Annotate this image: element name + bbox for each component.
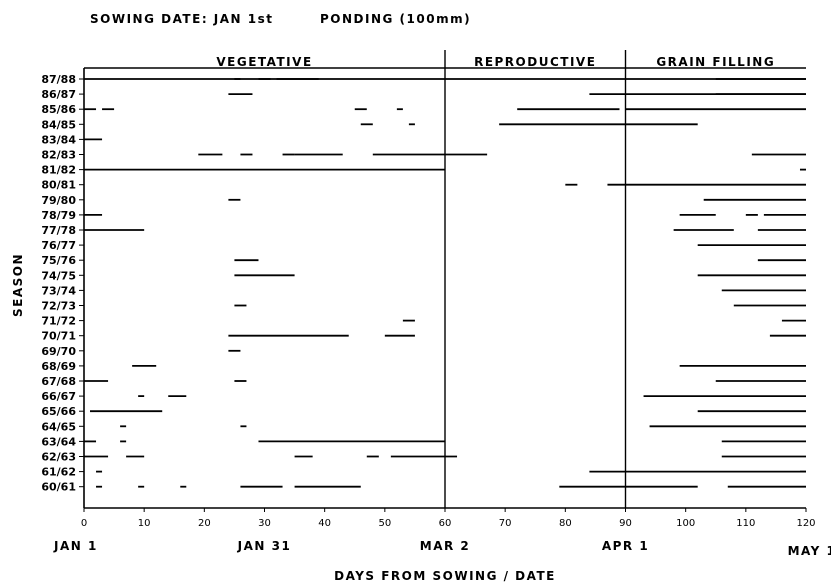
- y-tick-label: 77/78: [41, 224, 76, 237]
- x-tick-label: 100: [676, 518, 695, 529]
- y-tick-label: 70/71: [41, 330, 76, 343]
- x-tick-label: 40: [318, 518, 331, 529]
- x-tick-label: 20: [198, 518, 211, 529]
- x-tick-label: 10: [138, 518, 151, 529]
- date-label: JAN 31: [237, 539, 292, 553]
- y-tick-label: 67/68: [41, 375, 76, 388]
- x-tick-label: 60: [439, 518, 452, 529]
- y-tick-label: 86/87: [41, 88, 76, 101]
- y-tick-label: 72/73: [41, 300, 76, 313]
- y-tick-label: 65/66: [41, 405, 76, 418]
- x-tick-label: 0: [81, 518, 87, 529]
- y-tick-label: 83/84: [41, 133, 76, 146]
- date-label: APR 1: [602, 539, 649, 553]
- y-axis-label: SEASON: [11, 253, 25, 317]
- y-tick-label: 73/74: [41, 284, 76, 297]
- x-tick-label: 50: [378, 518, 391, 529]
- date-label: JAN 1: [53, 539, 98, 553]
- y-tick-label: 71/72: [41, 315, 76, 328]
- y-tick-label: 82/83: [41, 149, 76, 162]
- chart-title: SOWING DATE: JAN 1st: [90, 12, 274, 26]
- chart-subtitle: PONDING (100mm): [320, 12, 471, 26]
- y-tick-label: 87/88: [41, 73, 76, 86]
- x-axis-label: DAYS FROM SOWING / DATE: [334, 569, 556, 583]
- x-tick-label: 90: [619, 518, 632, 529]
- date-label: MAR 2: [420, 539, 471, 553]
- x-tick-label: 70: [499, 518, 512, 529]
- plot-area: VEGETATIVE REPRODUCTIVE GRAIN FILLING 0 10 20…: [41, 50, 831, 558]
- y-tick-label: 68/69: [41, 360, 76, 373]
- y-tick-label: 66/67: [41, 390, 76, 403]
- y-tick-label: 84/85: [41, 118, 76, 131]
- y-tick-label: 60/61: [41, 481, 76, 494]
- y-tick-label: 63/64: [41, 435, 76, 448]
- y-tick-label: 85/86: [41, 103, 76, 116]
- y-tick-label: 69/70: [41, 345, 76, 358]
- y-tick-label: 74/75: [41, 269, 76, 282]
- y-tick-label: 80/81: [41, 179, 76, 192]
- x-tick-label: 110: [736, 518, 755, 529]
- y-tick-label: 75/76: [41, 254, 76, 267]
- x-tick-label: 30: [258, 518, 271, 529]
- date-label: MAY 1: [788, 544, 831, 558]
- phase-label: REPRODUCTIVE: [474, 55, 596, 69]
- y-tick-label: 78/79: [41, 209, 76, 222]
- y-tick-label: 79/80: [41, 194, 76, 207]
- phase-label: VEGETATIVE: [216, 55, 312, 69]
- y-tick-label: 62/63: [41, 451, 76, 464]
- phase-label: GRAIN FILLING: [656, 55, 775, 69]
- x-tick-label: 80: [559, 518, 572, 529]
- x-tick-label: 120: [796, 518, 815, 529]
- y-tick-label: 61/62: [41, 466, 76, 479]
- y-tick-label: 64/65: [41, 420, 76, 433]
- y-tick-label: 81/82: [41, 164, 76, 177]
- y-tick-label: 76/77: [41, 239, 76, 252]
